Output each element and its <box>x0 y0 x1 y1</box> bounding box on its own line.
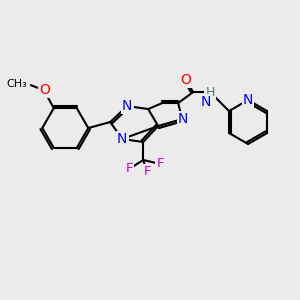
Text: CH₃: CH₃ <box>5 80 26 90</box>
Text: N: N <box>122 99 132 113</box>
Text: F: F <box>125 163 133 176</box>
Text: N: N <box>117 132 128 146</box>
Text: F: F <box>143 166 151 178</box>
Text: CH₃: CH₃ <box>6 79 27 89</box>
Text: F: F <box>156 158 164 170</box>
Text: N: N <box>201 95 211 109</box>
Text: N: N <box>178 112 188 126</box>
Text: O: O <box>39 83 50 97</box>
Text: N: N <box>243 93 253 107</box>
Text: O: O <box>39 83 50 97</box>
Text: H: H <box>206 85 215 99</box>
Text: O: O <box>181 73 192 87</box>
